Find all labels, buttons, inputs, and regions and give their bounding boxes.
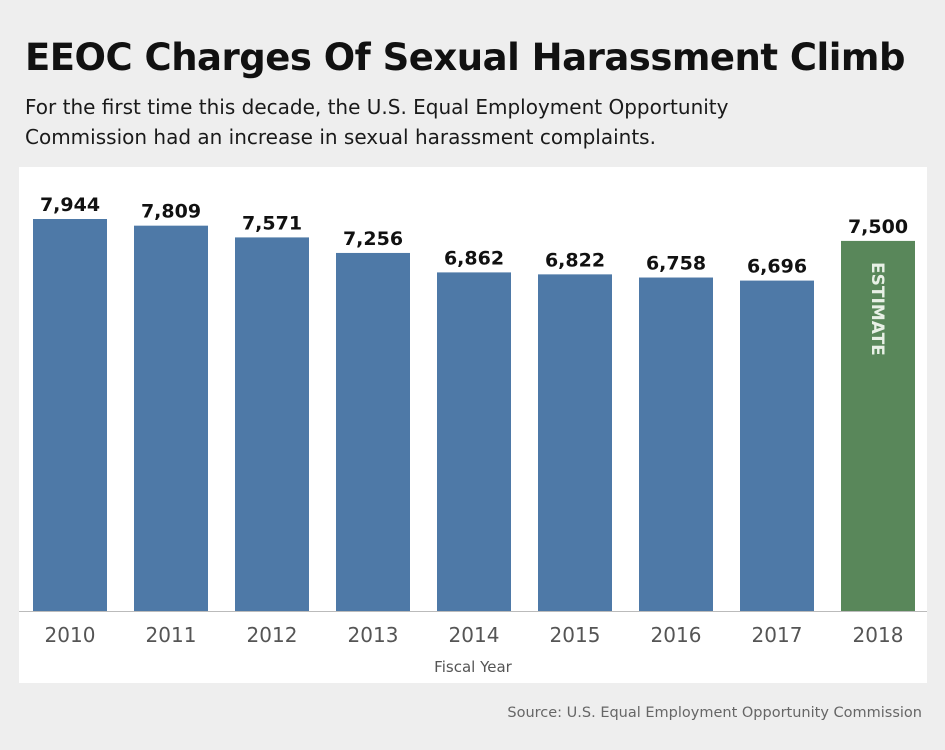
bar-2012 xyxy=(235,237,309,612)
bar-2018 xyxy=(841,240,915,611)
value-labels-group: 7,944 7,809 7,571 7,256 6,862 6,822 6,758 6,696… xyxy=(40,194,908,278)
bar-2013 xyxy=(336,252,410,611)
x-tick-label-2010: 2010 xyxy=(45,623,96,647)
x-tick-label-2013: 2013 xyxy=(348,623,399,647)
value-label-2017: 6,696 xyxy=(747,256,807,278)
value-label-2010: 7,944 xyxy=(40,194,100,216)
value-label-2013: 7,256 xyxy=(343,228,403,250)
x-axis-title: Fiscal Year xyxy=(434,658,512,676)
value-label-2016: 6,758 xyxy=(646,253,706,275)
value-label-2014: 6,862 xyxy=(444,247,504,269)
value-label-2011: 7,809 xyxy=(141,201,201,223)
x-tick-labels-group: 2010 2011 2012 2013 2014 2015 2016 2017 2018 xyxy=(45,623,904,647)
x-tick-label-2018: 2018 xyxy=(853,623,904,647)
bar-2011 xyxy=(134,225,208,612)
bar-2016 xyxy=(639,277,713,611)
estimate-label: ESTIMATE xyxy=(867,262,887,356)
x-tick-label-2015: 2015 xyxy=(550,623,601,647)
chart-panel: ESTIMATE 7,944 7,809 7,571 7,256 6,862 6,822 6… xyxy=(19,167,927,683)
x-tick-label-2017: 2017 xyxy=(752,623,803,647)
x-tick-label-2016: 2016 xyxy=(651,623,702,647)
bar-2010 xyxy=(33,219,107,611)
chart-subtitle: For the first time this decade, the U.S.… xyxy=(25,95,729,149)
bar-chart: ESTIMATE 7,944 7,809 7,571 7,256 6,862 6,822 6… xyxy=(19,194,927,676)
bar-2017 xyxy=(740,280,814,611)
value-label-2012: 7,571 xyxy=(242,212,302,234)
x-tick-label-2014: 2014 xyxy=(449,623,500,647)
x-tick-label-2011: 2011 xyxy=(146,623,197,647)
value-label-2015: 6,822 xyxy=(545,249,605,271)
bars-group: ESTIMATE xyxy=(33,219,915,612)
bar-2015 xyxy=(538,274,612,611)
bar-2014 xyxy=(437,272,511,611)
source-note: Source: U.S. Equal Employment Opportunit… xyxy=(507,705,922,721)
x-tick-label-2012: 2012 xyxy=(247,623,298,647)
value-label-2018: 7,500 xyxy=(848,216,908,238)
chart-title: EEOC Charges Of Sexual Harassment Climb xyxy=(25,36,905,79)
